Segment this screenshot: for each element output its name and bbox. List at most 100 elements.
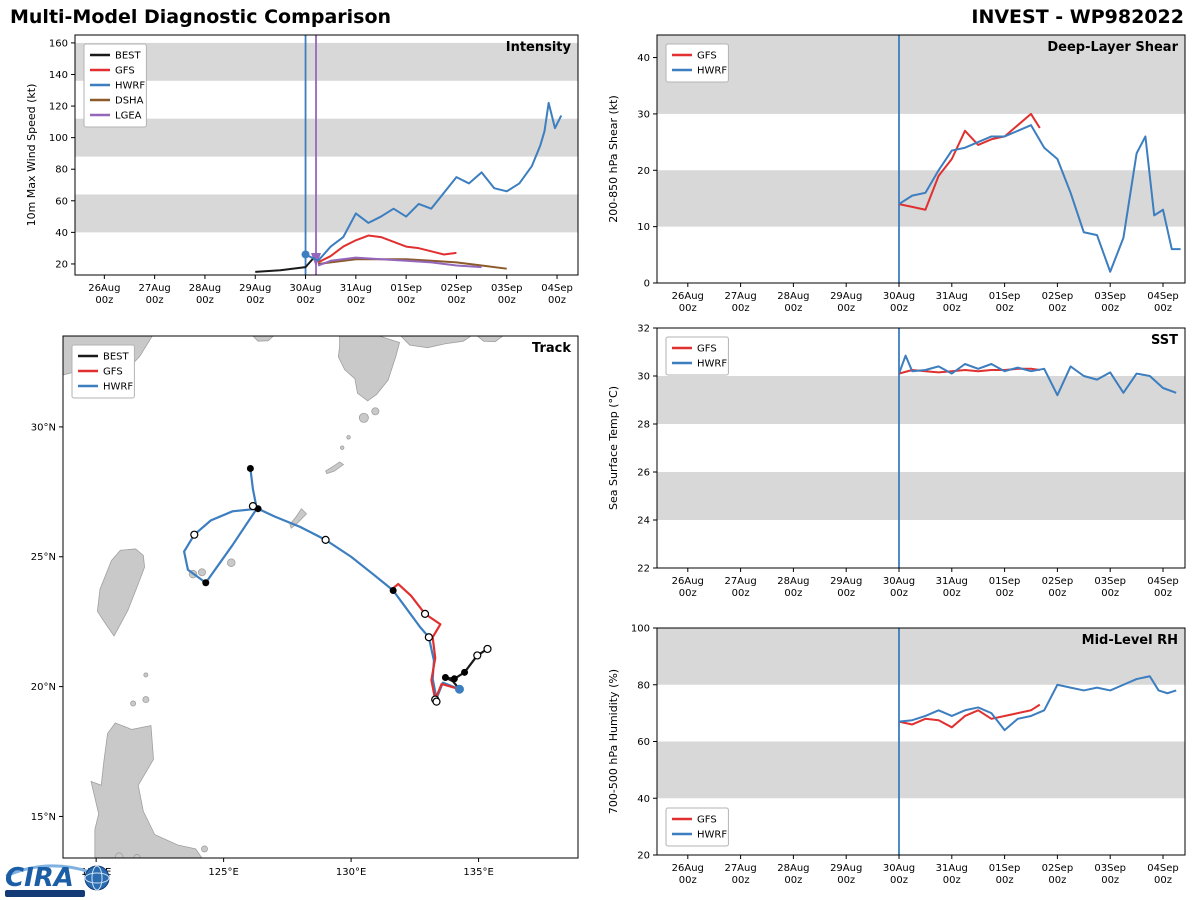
intensity-svg: 26Aug00z27Aug00z28Aug00z29Aug00z30Aug00z…: [25, 34, 579, 306]
svg-text:140: 140: [49, 70, 68, 81]
svg-text:28Aug: 28Aug: [189, 283, 221, 294]
svg-text:GFS: GFS: [103, 367, 123, 378]
svg-text:HWRF: HWRF: [697, 66, 727, 77]
svg-text:Track: Track: [532, 341, 571, 356]
track-svg: 120°E125°E130°E135°E15°N20°N25°N30°NBEST…: [31, 335, 579, 878]
svg-text:HWRF: HWRF: [697, 359, 727, 370]
svg-text:03Sep: 03Sep: [1094, 291, 1126, 302]
svg-text:BEST: BEST: [103, 352, 130, 363]
svg-text:22: 22: [637, 564, 650, 575]
svg-text:01Sep: 01Sep: [390, 283, 422, 294]
svg-text:27Aug: 27Aug: [724, 863, 756, 874]
svg-text:80: 80: [55, 165, 68, 176]
svg-text:15°N: 15°N: [31, 812, 56, 823]
svg-text:24: 24: [637, 516, 650, 527]
cira-logo: CIRA: [2, 856, 122, 900]
sst-svg: 26Aug00z27Aug00z28Aug00z29Aug00z30Aug00z…: [607, 324, 1186, 599]
svg-text:0: 0: [644, 279, 650, 290]
cira-logo-svg: CIRA: [5, 863, 110, 897]
svg-text:00z: 00z: [732, 303, 750, 314]
page-title: Multi-Model Diagnostic Comparison: [10, 6, 392, 28]
svg-text:20: 20: [55, 259, 68, 270]
svg-text:10m Max Wind Speed (kt): 10m Max Wind Speed (kt): [25, 84, 38, 227]
svg-text:31Aug: 31Aug: [936, 291, 968, 302]
svg-text:40: 40: [637, 794, 650, 805]
logo-banner: [5, 890, 85, 897]
svg-text:00z: 00z: [447, 295, 465, 306]
svg-text:26Aug: 26Aug: [88, 283, 120, 294]
svg-text:00z: 00z: [1101, 875, 1119, 886]
svg-text:GFS: GFS: [115, 66, 135, 77]
svg-text:60: 60: [55, 196, 68, 207]
svg-text:03Sep: 03Sep: [1094, 576, 1126, 587]
svg-text:01Sep: 01Sep: [989, 291, 1021, 302]
storm-id-title: INVEST - WP982022: [971, 6, 1184, 28]
svg-text:00z: 00z: [1154, 588, 1172, 599]
svg-text:31Aug: 31Aug: [340, 283, 372, 294]
svg-text:00z: 00z: [1101, 303, 1119, 314]
svg-text:Mid-Level RH: Mid-Level RH: [1082, 633, 1178, 648]
svg-text:00z: 00z: [943, 588, 961, 599]
globe-icon: [84, 865, 110, 891]
shear-svg: 26Aug00z27Aug00z28Aug00z29Aug00z30Aug00z…: [607, 34, 1186, 314]
svg-text:27Aug: 27Aug: [724, 576, 756, 587]
sst-chart: 26Aug 00z 27Aug 00z 28Aug 00z 29Aug 00z 30Aug 00z…: [600, 318, 1200, 608]
svg-text:SST: SST: [1151, 333, 1178, 348]
svg-text:00z: 00z: [837, 303, 855, 314]
svg-text:00z: 00z: [95, 295, 113, 306]
svg-text:20: 20: [637, 851, 650, 862]
svg-text:30Aug: 30Aug: [883, 291, 915, 302]
svg-text:02Sep: 02Sep: [441, 283, 473, 294]
svg-text:00z: 00z: [297, 295, 315, 306]
svg-text:03Sep: 03Sep: [1094, 863, 1126, 874]
svg-text:00z: 00z: [943, 303, 961, 314]
svg-text:00z: 00z: [1048, 875, 1066, 886]
svg-text:29Aug: 29Aug: [830, 576, 862, 587]
svg-text:26Aug: 26Aug: [672, 291, 704, 302]
svg-text:25°N: 25°N: [31, 552, 56, 563]
svg-text:02Sep: 02Sep: [1042, 291, 1074, 302]
svg-text:GFS: GFS: [697, 344, 717, 355]
svg-text:28: 28: [637, 420, 650, 431]
svg-text:31Aug: 31Aug: [936, 576, 968, 587]
svg-text:40: 40: [637, 53, 650, 64]
cira-logo-text: CIRA: [5, 863, 74, 893]
svg-text:28Aug: 28Aug: [777, 291, 809, 302]
svg-text:30Aug: 30Aug: [883, 576, 915, 587]
svg-text:04Sep: 04Sep: [541, 283, 573, 294]
svg-text:00z: 00z: [784, 588, 802, 599]
svg-text:00z: 00z: [679, 588, 697, 599]
svg-text:GFS: GFS: [697, 815, 717, 826]
svg-text:160: 160: [49, 38, 68, 49]
svg-text:00z: 00z: [837, 588, 855, 599]
svg-text:00z: 00z: [890, 303, 908, 314]
svg-text:29Aug: 29Aug: [830, 291, 862, 302]
svg-text:00z: 00z: [784, 303, 802, 314]
svg-text:Sea Surface Temp (°C): Sea Surface Temp (°C): [607, 386, 620, 510]
svg-text:00z: 00z: [732, 875, 750, 886]
svg-text:01Sep: 01Sep: [989, 863, 1021, 874]
svg-text:00z: 00z: [996, 303, 1014, 314]
svg-text:00z: 00z: [996, 588, 1014, 599]
svg-text:DSHA: DSHA: [115, 96, 144, 107]
svg-text:31Aug: 31Aug: [936, 863, 968, 874]
intensity-chart: 26Aug 00z 27Aug 00z 28Aug 00z 29Aug 00z 30Aug 00z…: [0, 24, 600, 324]
svg-text:28Aug: 28Aug: [777, 576, 809, 587]
svg-text:200-850 hPa Shear (kt): 200-850 hPa Shear (kt): [607, 95, 620, 223]
svg-text:80: 80: [637, 680, 650, 691]
svg-text:00z: 00z: [890, 588, 908, 599]
svg-text:28Aug: 28Aug: [777, 863, 809, 874]
svg-text:04Sep: 04Sep: [1147, 863, 1179, 874]
svg-text:40: 40: [55, 228, 68, 239]
svg-text:26Aug: 26Aug: [672, 576, 704, 587]
svg-text:32: 32: [637, 324, 650, 335]
svg-text:120: 120: [49, 102, 68, 113]
svg-text:00z: 00z: [246, 295, 264, 306]
svg-text:BEST: BEST: [115, 51, 142, 62]
svg-text:00z: 00z: [196, 295, 214, 306]
svg-text:10: 10: [637, 222, 650, 233]
svg-text:26Aug: 26Aug: [672, 863, 704, 874]
svg-text:04Sep: 04Sep: [1147, 291, 1179, 302]
svg-text:29Aug: 29Aug: [239, 283, 271, 294]
svg-text:30Aug: 30Aug: [883, 863, 915, 874]
